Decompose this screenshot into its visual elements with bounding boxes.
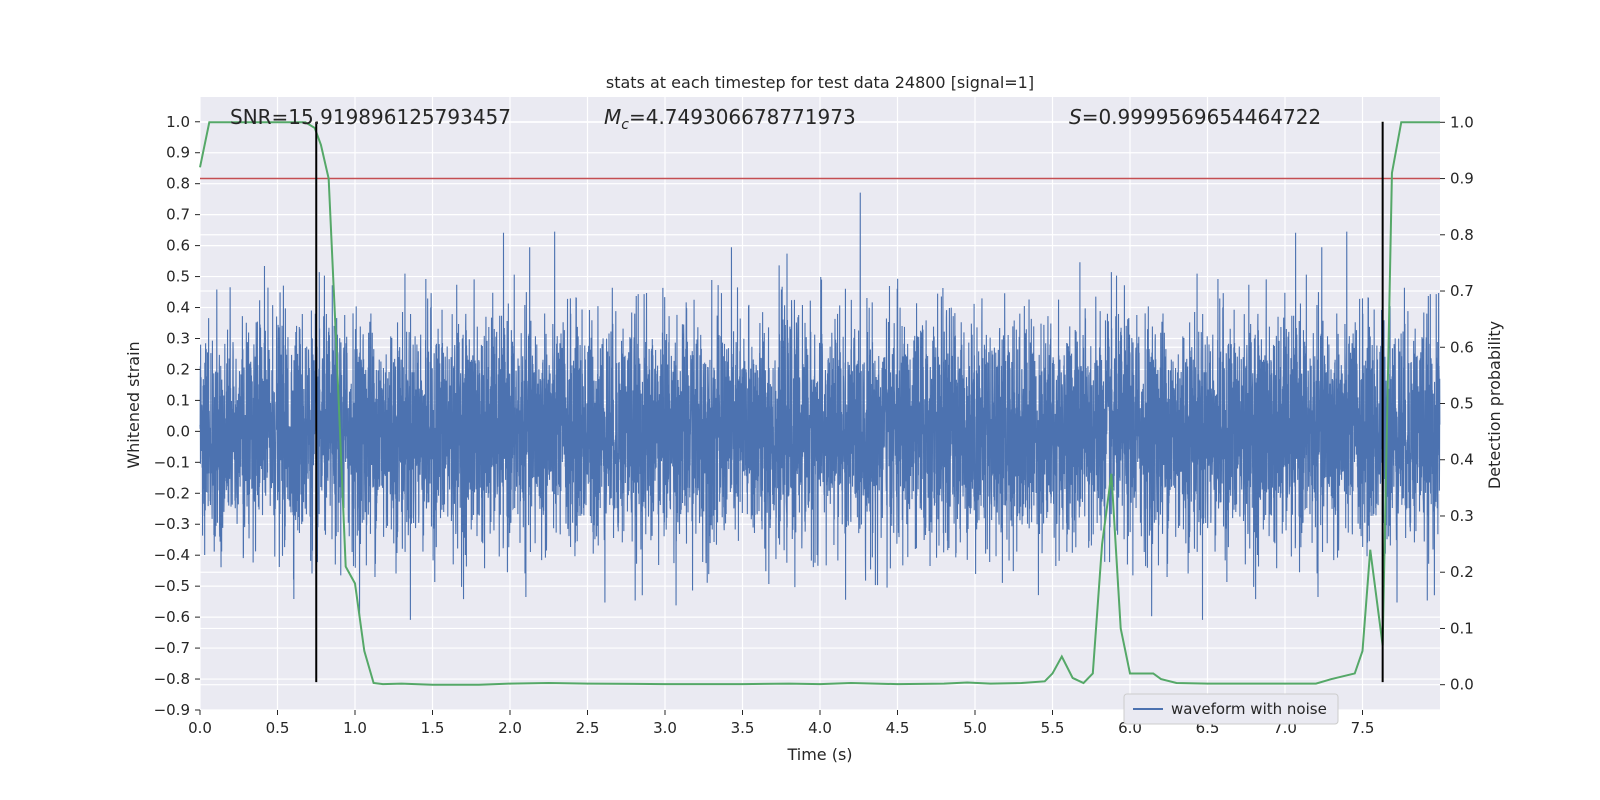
- y-tick-label-4: −0.5: [154, 577, 190, 595]
- chirp-mass-annotation: Mc=4.749306678771973: [604, 105, 856, 133]
- chirp-mass-symbol: M: [604, 105, 621, 129]
- chart-title: stats at each timestep for test data 248…: [606, 73, 1034, 92]
- x-tick-label-6: 3.0: [653, 719, 677, 737]
- waveform-with-noise-line: [199, 192, 1441, 620]
- x-tick-label-5: 2.5: [576, 719, 600, 737]
- x-tick-label-11: 5.5: [1041, 719, 1065, 737]
- y2-tick-label-9: 0.9: [1450, 170, 1474, 188]
- y-tick-label-11: 0.2: [166, 360, 190, 378]
- x-tick-label-1: 0.5: [266, 719, 290, 737]
- y-tick-label-6: −0.3: [154, 515, 190, 533]
- y-tick-label-15: 0.6: [166, 237, 190, 255]
- y-tick-label-18: 0.9: [166, 144, 190, 162]
- y2-tick-label-1: 0.1: [1450, 619, 1474, 637]
- legend-box: [1123, 693, 1339, 725]
- y-axis-ticks: −0.9 −0.8 −0.7 −0.6 −0.5 −0.4 −0.3 −0.2 −0.1 0.0 0…: [154, 113, 200, 719]
- x-tick-label-9: 4.5: [886, 719, 910, 737]
- y-tick-label-3: −0.6: [154, 608, 190, 626]
- y2-tick-label-8: 0.8: [1450, 226, 1474, 244]
- y2-tick-label-7: 0.7: [1450, 282, 1474, 300]
- legend: waveform with noise: [1123, 693, 1339, 725]
- y-tick-label-16: 0.7: [166, 206, 190, 224]
- y-axis-label: Whitened strain: [124, 341, 143, 468]
- chirp-mass-subscript: c: [621, 117, 629, 133]
- y2-tick-label-6: 0.6: [1450, 338, 1474, 356]
- y2-tick-label-3: 0.3: [1450, 507, 1474, 525]
- y-tick-label-13: 0.4: [166, 299, 190, 317]
- y-tick-label-8: −0.1: [154, 453, 190, 471]
- y2-tick-label-5: 0.5: [1450, 395, 1474, 413]
- x-axis-label: Time (s): [786, 745, 852, 764]
- statistic-value: =0.9999569654464722: [1082, 105, 1321, 129]
- x-tick-label-7: 3.5: [731, 719, 755, 737]
- x-tick-label-0: 0.0: [188, 719, 212, 737]
- statistic-annotation: S=0.9999569654464722: [1069, 105, 1321, 129]
- markers-layer: [315, 121, 1384, 683]
- snr-annotation: SNR=15.919896125793457: [230, 105, 511, 129]
- x-tick-label-8: 4.0: [808, 719, 832, 737]
- series-layer: [199, 121, 1441, 686]
- y-tick-label-1: −0.8: [154, 670, 190, 688]
- y2-tick-label-2: 0.2: [1450, 563, 1474, 581]
- y-tick-label-10: 0.1: [166, 391, 190, 409]
- legend-label: waveform with noise: [1171, 700, 1327, 718]
- x-tick-label-15: 7.5: [1351, 719, 1375, 737]
- y2-axis-label: Detection probability: [1485, 321, 1504, 489]
- y2-axis-ticks: 0.0 0.1 0.2 0.3 0.4 0.5 0.6 0.7 0.8 0.9 1.0: [1440, 113, 1474, 694]
- y2-tick-label-0: 0.0: [1450, 676, 1474, 694]
- y2-tick-label-4: 0.4: [1450, 451, 1474, 469]
- y-tick-label-14: 0.5: [166, 268, 190, 286]
- detection-probability-line: [199, 121, 1440, 686]
- x-tick-label-4: 2.0: [498, 719, 522, 737]
- y-tick-label-12: 0.3: [166, 329, 190, 347]
- statistic-symbol: S: [1069, 105, 1082, 129]
- y-tick-label-9: 0.0: [166, 422, 190, 440]
- y-tick-label-19: 1.0: [166, 113, 190, 131]
- y-tick-label-5: −0.4: [154, 546, 190, 564]
- x-tick-label-3: 1.5: [421, 719, 445, 737]
- y-tick-label-0: −0.9: [154, 701, 190, 719]
- y-tick-label-7: −0.2: [154, 484, 190, 502]
- y-tick-label-17: 0.8: [166, 175, 190, 193]
- y2-tick-label-10: 1.0: [1450, 113, 1474, 131]
- y-tick-label-2: −0.7: [154, 639, 190, 657]
- chirp-mass-value: =4.749306678771973: [629, 105, 856, 129]
- x-tick-label-10: 5.0: [963, 719, 987, 737]
- x-axis-ticks: 0.0 0.5 1.0 1.5 2.0 2.5 3.0 3.5 4.0 4.5 5.0 5.5 6.0 6…: [188, 710, 1374, 737]
- x-tick-label-2: 1.0: [343, 719, 367, 737]
